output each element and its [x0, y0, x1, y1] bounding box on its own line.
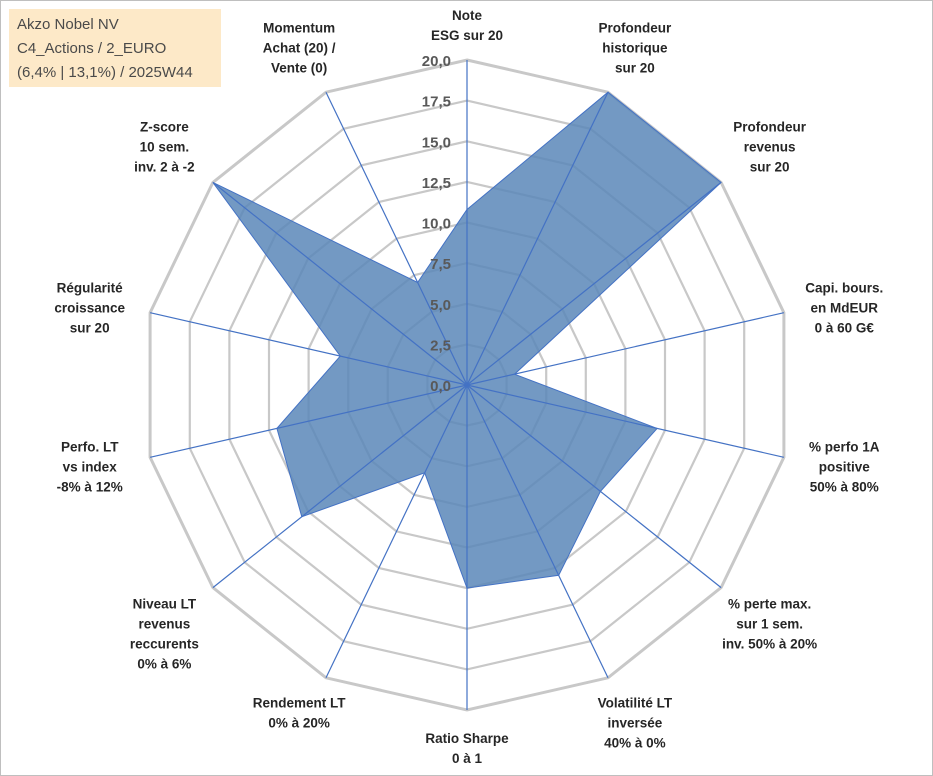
category-label-line: 0% à 20% — [268, 716, 330, 731]
category-label-line: Régularité — [57, 281, 124, 296]
category-label-9: Rendement LT 0% à 20% — [253, 696, 347, 731]
category-label-line: Achat (20) / — [263, 40, 336, 55]
category-label-line: Profondeur — [733, 119, 806, 134]
category-label-5: % perfo 1A positive 50% à 80% — [809, 439, 880, 494]
category-label-line: 0 à 60 G€ — [815, 321, 875, 336]
category-label-line: Profondeur — [599, 20, 672, 35]
category-label-line: Niveau LT — [133, 597, 197, 612]
category-label-6: % perte max. sur 1 sem. inv. 50% à 20% — [722, 597, 817, 652]
category-label-7: Volatilité LT inversée 40% à 0% — [598, 696, 673, 751]
tick-label: 0,0 — [430, 378, 451, 395]
axis-spoke-14 — [325, 91, 468, 386]
category-label-line: inv. 50% à 20% — [722, 637, 817, 652]
axis-spoke-12 — [149, 312, 468, 386]
category-label-line: Ratio Sharpe — [425, 731, 509, 746]
category-label-line: % perte max. — [728, 597, 811, 612]
category-label-13: Z-score 10 sem. inv. 2 à -2 — [134, 119, 195, 174]
axis-spoke-13 — [212, 181, 468, 386]
axis-spoke-9 — [325, 384, 468, 679]
axis-spoke-2 — [466, 91, 609, 386]
category-label-line: Volatilité LT — [598, 696, 673, 711]
tick-layer: 0,0 2,5 5,0 7,5 10,0 12,5 15,0 17,5 20,0 — [422, 53, 451, 395]
category-label-8: Ratio Sharpe 0 à 1 — [425, 731, 509, 766]
tick-label: 5,0 — [430, 297, 451, 314]
info-box: Akzo Nobel NV C4_Actions / 2_EURO (6,4% … — [9, 9, 221, 87]
category-label-line: en MdEUR — [811, 301, 879, 316]
axis-spoke-3 — [466, 181, 722, 386]
category-label-line: ESG sur 20 — [431, 28, 503, 43]
category-label-line: historique — [602, 40, 668, 55]
category-label-line: % perfo 1A — [809, 439, 880, 454]
category-label-line: positive — [819, 459, 871, 474]
category-label-line: inversée — [608, 716, 663, 731]
category-label-line: 0% à 6% — [137, 657, 191, 672]
tick-label: 12,5 — [422, 175, 451, 192]
tick-label: 7,5 — [430, 256, 451, 273]
category-label-12: Régularité croissance sur 20 — [54, 281, 125, 336]
axis-spoke-11 — [149, 384, 468, 458]
category-label-line: 0 à 1 — [452, 751, 483, 766]
axis-spoke-5 — [466, 384, 785, 458]
category-label-line: revenus — [744, 139, 796, 154]
category-label-line: Perfo. LT — [61, 439, 119, 454]
stock-name: Akzo Nobel NV — [17, 16, 119, 33]
category-label-line: reccurents — [130, 637, 199, 652]
category-label-line: Vente (0) — [271, 60, 327, 75]
tick-label: 10,0 — [422, 216, 451, 233]
category-label-line: -8% à 12% — [57, 479, 123, 494]
axis-spoke-10 — [212, 384, 468, 589]
axis-spoke-7 — [466, 384, 609, 679]
category-label-line: sur 1 sem. — [736, 617, 803, 632]
category-label-4: Capi. bours. en MdEUR 0 à 60 G€ — [805, 281, 883, 336]
category-label-line: Z-score — [140, 119, 189, 134]
category-label-line: inv. 2 à -2 — [134, 159, 195, 174]
category-label-line: sur 20 — [70, 321, 110, 336]
label-layer: Note ESG sur 20 Profondeur historique sur 20… — [54, 8, 883, 766]
tick-label: 17,5 — [422, 94, 451, 111]
tick-label: 15,0 — [422, 134, 451, 151]
category-label-1: Note ESG sur 20 — [431, 8, 503, 43]
category-label-line: 40% à 0% — [604, 736, 666, 751]
category-label-3: Profondeur revenus sur 20 — [733, 119, 806, 174]
axis-spoke-6 — [466, 384, 722, 589]
category-label-2: Profondeur historique sur 20 — [599, 20, 672, 75]
category-label-line: vs index — [63, 459, 118, 474]
category-label-line: croissance — [54, 301, 125, 316]
category-label-11: Perfo. LT vs index -8% à 12% — [57, 439, 123, 494]
category-label-line: Capi. bours. — [805, 281, 883, 296]
category-label-line: 50% à 80% — [810, 479, 879, 494]
category-label-14: Momentum Achat (20) / Vente (0) — [263, 20, 336, 75]
category-label-line: Rendement LT — [253, 696, 347, 711]
category-label-line: sur 20 — [615, 60, 655, 75]
category-label-line: revenus — [139, 617, 191, 632]
category-label-line: Momentum — [263, 20, 335, 35]
performance-week: (6,4% | 13,1%) / 2025W44 — [17, 64, 193, 81]
category-label-line: 10 sem. — [140, 139, 190, 154]
tick-label: 20,0 — [422, 53, 451, 70]
category-label-line: sur 20 — [750, 159, 790, 174]
category-label-10: Niveau LT revenus reccurents 0% à 6% — [130, 597, 199, 672]
spoke-layer — [149, 60, 785, 710]
portfolio-category: C4_Actions / 2_EURO — [17, 40, 167, 57]
tick-label: 2,5 — [430, 337, 451, 354]
category-label-line: Note — [452, 8, 482, 23]
axis-spoke-4 — [466, 312, 785, 386]
